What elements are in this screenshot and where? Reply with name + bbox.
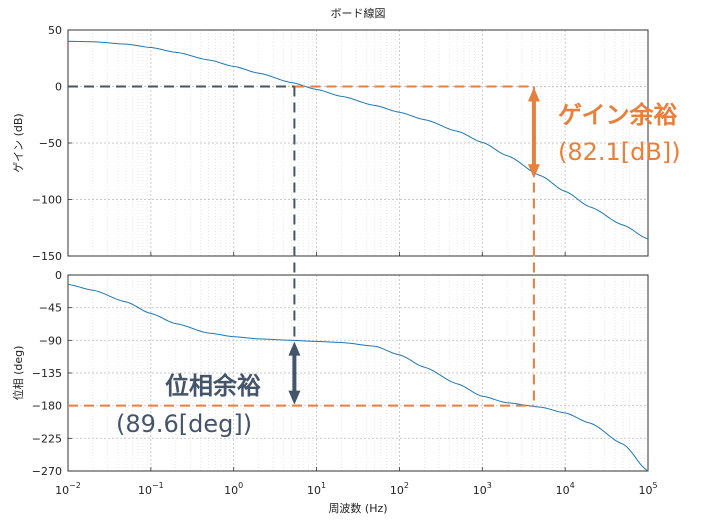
x-tick-label: 105 <box>638 481 657 497</box>
phase-grid <box>68 275 648 471</box>
x-tick-label: 104 <box>556 481 575 497</box>
x-tick-label: 103 <box>473 481 492 497</box>
phase-y-tick-labels: 0 −45 −90 −135 −180 −225 −270 <box>32 269 72 478</box>
chart-title: ボード線図 <box>331 6 386 20</box>
phase-margin-arrow-head-top <box>288 341 301 356</box>
phase-margin-arrow-head-bottom <box>288 390 301 405</box>
y-tick-label: 0 <box>55 269 62 282</box>
phase-margin-value: (89.6[deg]) <box>116 410 252 438</box>
x-axis-label: 周波数 (Hz) <box>328 502 387 515</box>
gain-y-axis-label: ゲイン (dB) <box>12 113 25 172</box>
y-tick-label: −225 <box>32 432 62 445</box>
x-tick-label: 100 <box>224 481 243 497</box>
y-tick-label: −270 <box>32 465 62 478</box>
y-tick-label: −45 <box>39 302 62 315</box>
y-tick-label: 50 <box>48 24 62 37</box>
y-tick-label: −150 <box>32 250 62 263</box>
y-tick-label: 0 <box>55 81 62 94</box>
gain-margin-value: (82.1[dB]) <box>558 138 681 166</box>
x-tick-labels: 10−2 10−1 100 101 102 103 104 105 <box>55 252 658 497</box>
gain-margin-arrow-head-top <box>527 87 540 102</box>
margin-guides <box>68 85 540 407</box>
x-tick-label: 10−1 <box>138 481 164 497</box>
x-tick-label: 102 <box>390 481 409 497</box>
gain-margin-arrow-head-bottom <box>527 164 540 179</box>
x-tick-label: 10−2 <box>55 481 81 497</box>
x-tick-label: 101 <box>307 481 326 497</box>
gain-y-tick-labels: 50 0 −50 −100 −150 <box>32 24 72 263</box>
gain-margin-title: ゲイン余裕 <box>558 101 678 129</box>
y-tick-label: −50 <box>39 137 62 150</box>
gain-series-line <box>67 40 649 240</box>
y-tick-label: −90 <box>39 334 62 347</box>
phase-y-axis-label: 位相 (deg) <box>11 346 25 401</box>
phase-margin-title: 位相余裕 <box>165 372 261 400</box>
y-tick-label: −135 <box>32 367 62 380</box>
phase-series-line <box>67 283 649 472</box>
y-tick-label: −100 <box>32 194 62 207</box>
y-tick-label: −180 <box>32 400 62 413</box>
